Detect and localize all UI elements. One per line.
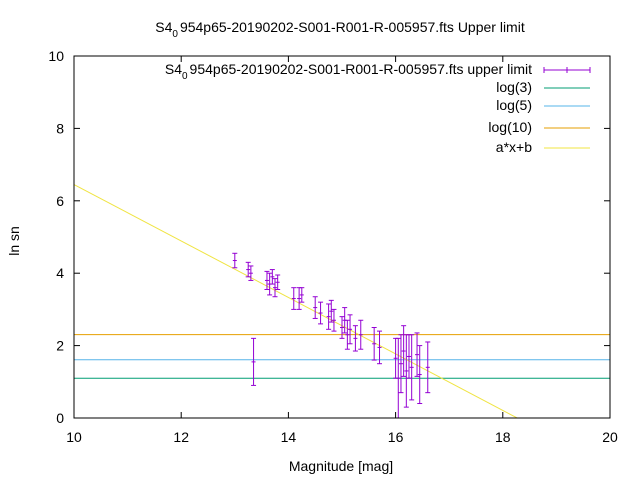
chart-title: S40 954p65-20190202-S001-R001-R-005957.ft… xyxy=(155,19,525,40)
legend-label-log10: log(10) xyxy=(488,119,532,135)
data-point xyxy=(395,337,401,418)
chart-title-rest: 954p65-20190202-S001-R001-R-005957.fts U… xyxy=(180,19,525,35)
data-point xyxy=(417,345,423,405)
data-point xyxy=(328,299,334,323)
legend-label-fit: a*x+b xyxy=(496,139,532,155)
data-point xyxy=(269,269,275,285)
x-tick-label: 18 xyxy=(495,429,511,445)
y-tick-label: 4 xyxy=(56,265,64,281)
y-tick-label: 10 xyxy=(48,48,64,64)
data-point xyxy=(331,308,337,332)
data-point xyxy=(232,252,238,269)
data-point xyxy=(344,319,350,350)
x-tick-label: 14 xyxy=(281,429,297,445)
x-tick-label: 16 xyxy=(388,429,404,445)
data-point xyxy=(406,334,412,379)
data-point xyxy=(358,319,364,350)
data-point xyxy=(299,287,305,303)
data-point xyxy=(409,334,415,401)
legend-label-log3: log(3) xyxy=(496,79,532,95)
plot-frame xyxy=(73,55,611,419)
chart-title-subscript: 0 xyxy=(172,29,178,40)
y-tick-label: 2 xyxy=(56,338,64,354)
data-point xyxy=(352,325,358,352)
tick-layer: 10 12 14 16 18 20 0 2 4 6 8 10 xyxy=(48,48,618,445)
data-point xyxy=(339,316,345,339)
data-point xyxy=(291,287,297,310)
legend-label-upper-limit: S40 954p65-20190202-S001-R001-R-005957.ft… xyxy=(165,61,532,82)
legend: S40 954p65-20190202-S001-R001-R-005957.ft… xyxy=(165,61,591,155)
x-axis-label: Magnitude [mag] xyxy=(289,458,393,474)
series-layer xyxy=(74,184,610,418)
legend-label-upper-limit-rest: 954p65-20190202-S001-R001-R-005957.fts u… xyxy=(190,61,533,77)
data-point xyxy=(401,325,407,377)
y-tick-label: 6 xyxy=(56,193,64,209)
y-tick-label: 0 xyxy=(56,410,64,426)
y-axis-label: ln sn xyxy=(6,226,22,256)
data-point xyxy=(245,261,251,278)
data-point xyxy=(272,278,278,298)
data-point xyxy=(326,303,332,330)
data-point xyxy=(264,270,270,290)
legend-label-log5: log(5) xyxy=(496,97,532,113)
data-point xyxy=(403,334,409,408)
data-point xyxy=(296,287,302,310)
data-point xyxy=(318,301,324,325)
data-point xyxy=(371,327,377,361)
data-point xyxy=(425,341,431,394)
data-point xyxy=(248,265,254,281)
data-point xyxy=(347,314,353,345)
data-point xyxy=(414,332,420,377)
x-tick-label: 12 xyxy=(173,429,189,445)
chart-title-main: S4 xyxy=(155,19,172,35)
data-point xyxy=(275,274,281,290)
data-point xyxy=(312,296,318,319)
data-point xyxy=(398,334,404,394)
data-point xyxy=(342,307,348,334)
x-tick-label: 20 xyxy=(602,429,618,445)
legend-label-upper-limit-subscript: 0 xyxy=(182,71,188,82)
x-tick-label: 10 xyxy=(66,429,82,445)
data-point xyxy=(393,337,399,379)
data-point xyxy=(251,337,257,386)
legend-label-upper-limit-main: S4 xyxy=(165,61,182,77)
data-point xyxy=(377,330,383,365)
data-point xyxy=(267,272,273,296)
y-tick-label: 8 xyxy=(56,120,64,136)
